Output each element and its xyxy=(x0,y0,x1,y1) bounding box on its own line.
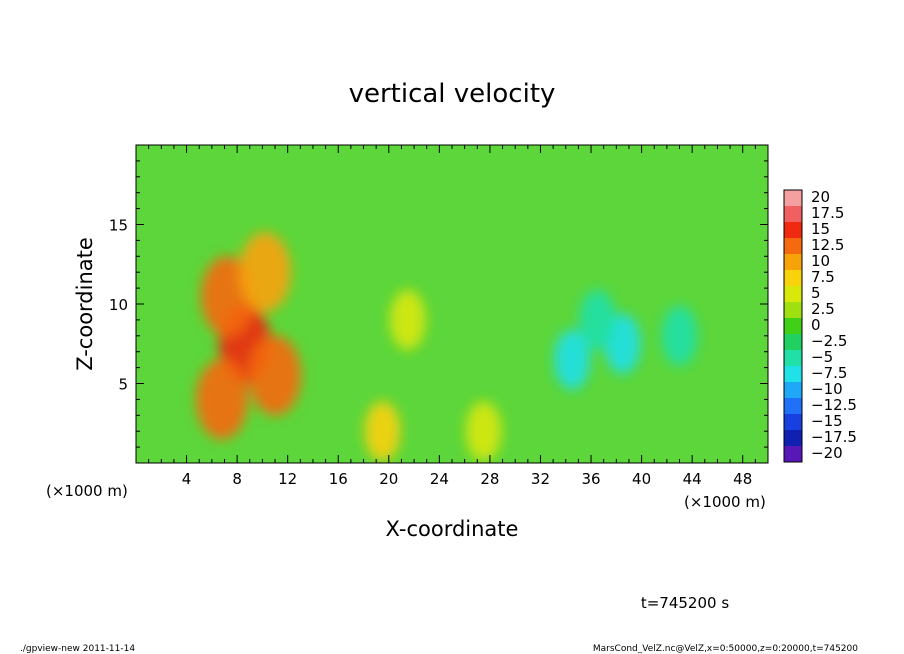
x-tick-label-12: 12 xyxy=(278,470,297,488)
colorbar-label-3: 12.5 xyxy=(811,236,844,254)
colorbar-label-8: 0 xyxy=(811,316,821,334)
field-feature-11 xyxy=(661,305,698,366)
colorbar-swatch-10 xyxy=(784,350,802,367)
y-tick-label-10: 10 xyxy=(109,296,128,314)
x-unit-label-left: (×1000 m) xyxy=(46,482,128,500)
x-unit-label-right: (×1000 m) xyxy=(684,493,766,511)
colorbar-swatch-13 xyxy=(784,398,802,415)
colorbar-label-14: −15 xyxy=(811,412,843,430)
chart-title: vertical velocity xyxy=(349,79,556,109)
colorbar-swatch-15 xyxy=(784,430,802,447)
field-feature-4 xyxy=(249,335,302,416)
plot-area xyxy=(136,145,768,463)
colorbar-swatch-9 xyxy=(784,334,802,351)
x-tick-label-36: 36 xyxy=(581,470,600,488)
colorbar-label-6: 5 xyxy=(811,284,821,302)
y-tick-label-15: 15 xyxy=(109,217,128,235)
footer-right: MarsCond_VelZ.nc@VelZ,x=0:50000,z=0:2000… xyxy=(593,644,858,654)
x-tick-label-32: 32 xyxy=(531,470,550,488)
x-tick-label-16: 16 xyxy=(329,470,348,488)
x-axis-label: X-coordinate xyxy=(386,517,519,541)
colorbar-swatch-14 xyxy=(784,414,802,431)
colorbar-swatch-4 xyxy=(784,254,802,271)
x-tick-label-8: 8 xyxy=(232,470,242,488)
colorbar-swatch-5 xyxy=(784,270,802,287)
colorbar-swatch-6 xyxy=(784,286,802,303)
colorbar-swatch-1 xyxy=(784,206,802,223)
colorbar-label-0: 20 xyxy=(811,188,830,206)
colorbar-frame xyxy=(783,189,803,463)
colorbar-swatch-12 xyxy=(784,382,802,399)
time-label: t=745200 s xyxy=(641,594,729,612)
x-tick-label-44: 44 xyxy=(683,470,702,488)
colorbar-label-12: −10 xyxy=(811,380,843,398)
footer-left: ./gpview-new 2011-11-14 xyxy=(20,644,135,654)
field-feature-3 xyxy=(195,359,248,440)
colorbar-swatch-8 xyxy=(784,318,802,335)
colorbar-label-4: 10 xyxy=(811,252,830,270)
colorbar-label-9: −2.5 xyxy=(811,332,847,350)
colorbar-swatch-16 xyxy=(784,446,802,463)
colorbar-label-11: −7.5 xyxy=(811,364,847,382)
x-tick-label-20: 20 xyxy=(379,470,398,488)
y-axis-ticks: 5 10 15 xyxy=(109,160,768,448)
colorbar: 2017.51512.5107.552.50−2.5−5−7.5−10−12.5… xyxy=(783,188,857,463)
x-tick-label-48: 48 xyxy=(733,470,752,488)
field-features xyxy=(195,232,698,462)
colorbar-swatch-11 xyxy=(784,366,802,383)
x-tick-label-28: 28 xyxy=(480,470,499,488)
colorbar-label-7: 2.5 xyxy=(811,300,835,318)
y-tick-label-5: 5 xyxy=(118,376,128,394)
colorbar-label-5: 7.5 xyxy=(811,268,835,286)
colorbar-label-13: −12.5 xyxy=(811,396,857,414)
field-feature-10 xyxy=(579,289,616,350)
colorbar-label-2: 15 xyxy=(811,220,830,238)
field-feature-2 xyxy=(238,232,291,313)
field-feature-8 xyxy=(554,329,591,390)
x-tick-label-4: 4 xyxy=(182,470,192,488)
colorbar-label-1: 17.5 xyxy=(811,204,844,222)
x-axis-ticks: 4 8 12 16 20 24 28 32 36 40 44 48 xyxy=(148,145,756,488)
field-feature-5 xyxy=(364,401,401,462)
x-tick-label-40: 40 xyxy=(632,470,651,488)
colorbar-swatch-0 xyxy=(784,190,802,207)
colorbar-swatch-3 xyxy=(784,238,802,255)
y-axis-label: Z-coordinate xyxy=(73,237,97,371)
colorbar-swatch-7 xyxy=(784,302,802,319)
colorbar-label-15: −17.5 xyxy=(811,428,857,446)
colorbar-label-16: −20 xyxy=(811,444,843,462)
field-feature-7 xyxy=(465,401,502,462)
colorbar-label-10: −5 xyxy=(811,348,833,366)
colorbar-swatch-2 xyxy=(784,222,802,239)
field-feature-6 xyxy=(389,289,426,350)
x-tick-label-24: 24 xyxy=(430,470,449,488)
